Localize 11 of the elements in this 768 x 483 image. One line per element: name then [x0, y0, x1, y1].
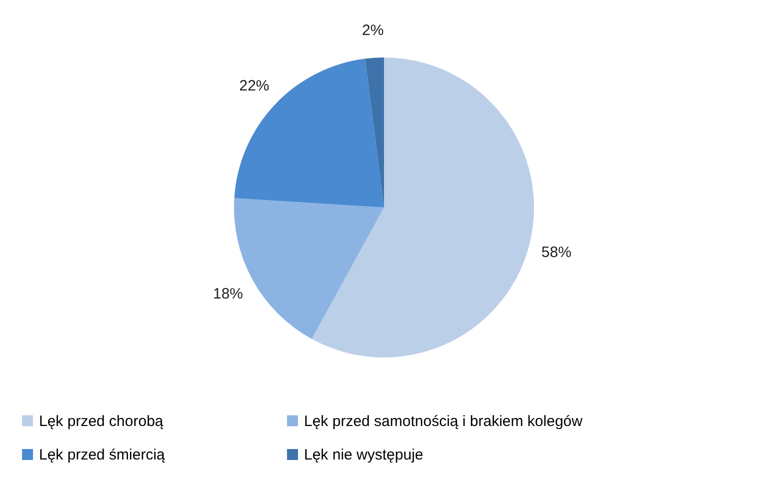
pie-slice	[365, 58, 384, 208]
legend-label: Lęk przed samotnością i brakiem kolegów	[304, 412, 583, 430]
data-label: 22%	[239, 78, 270, 95]
data-label: 2%	[362, 22, 384, 39]
legend-label: Lęk nie występuje	[304, 446, 424, 464]
pie-slice	[234, 58, 384, 208]
data-label: 58%	[541, 244, 572, 261]
pie-slice	[312, 58, 534, 358]
legend-label: Lęk przed śmiercią	[39, 446, 166, 464]
legend-label: Lęk przed chorobą	[39, 412, 164, 430]
data-label: 18%	[213, 285, 244, 302]
